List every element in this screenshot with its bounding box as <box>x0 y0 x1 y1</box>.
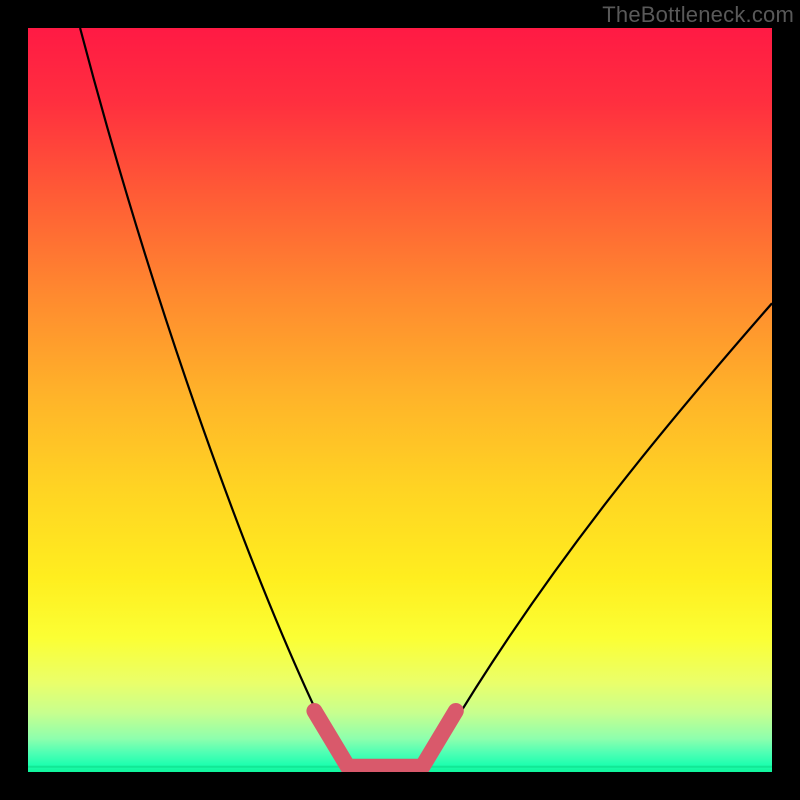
plot-svg <box>28 28 772 772</box>
watermark-text: TheBottleneck.com <box>602 2 794 28</box>
plot-background <box>28 28 772 772</box>
plot-area <box>28 28 772 772</box>
chart-stage: TheBottleneck.com <box>0 0 800 800</box>
